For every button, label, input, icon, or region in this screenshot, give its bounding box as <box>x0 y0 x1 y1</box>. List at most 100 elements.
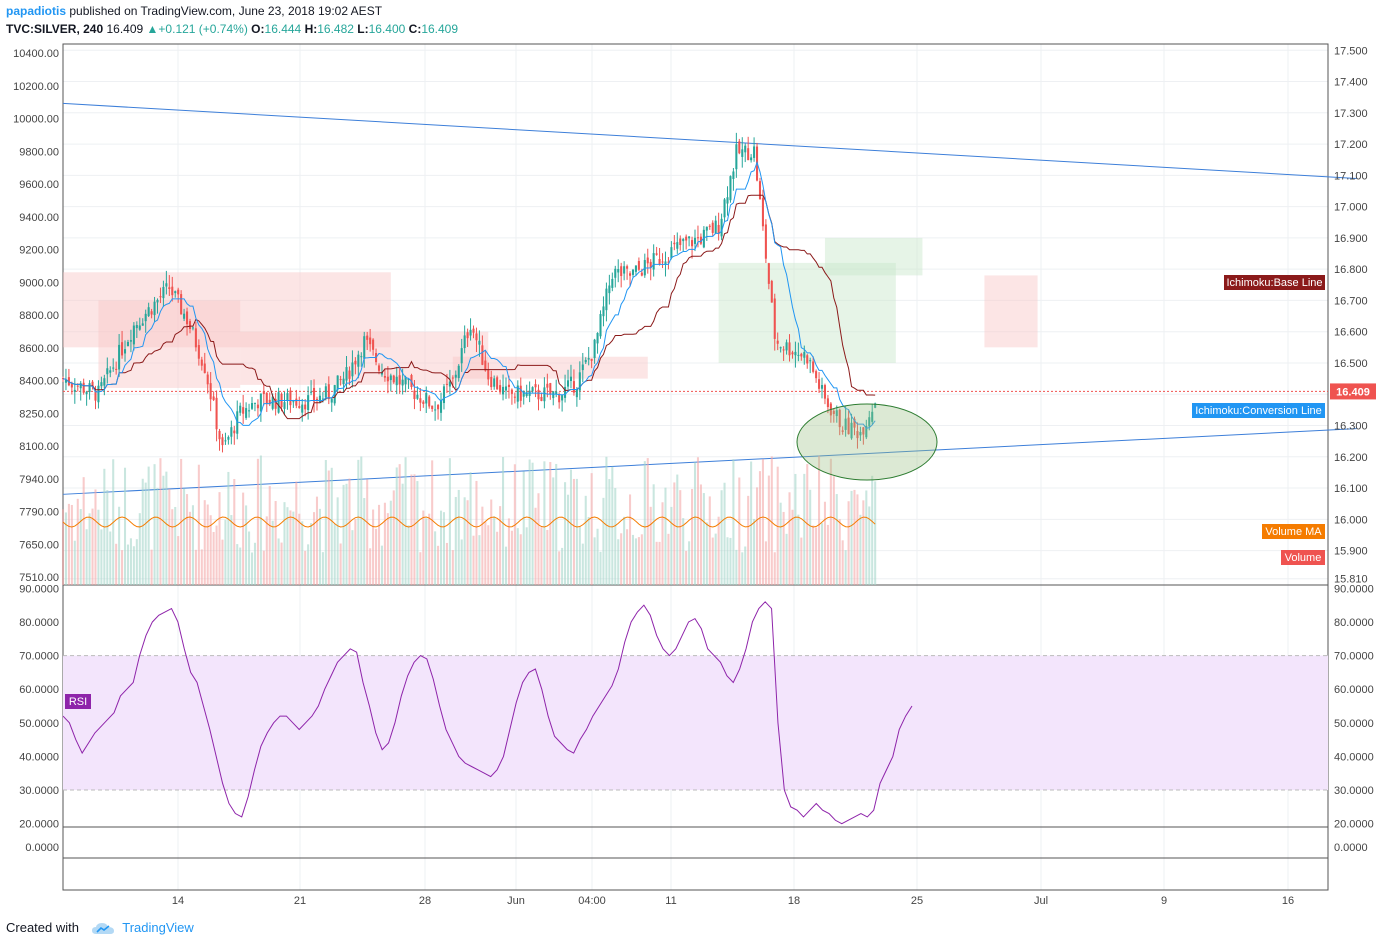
volume-bar <box>623 516 626 585</box>
rsi-left-tick: 80.0000 <box>19 617 59 629</box>
candle-body <box>76 385 79 387</box>
volume-bar <box>442 512 446 585</box>
candle-body <box>484 360 487 371</box>
candle-body <box>566 380 570 387</box>
candle-body <box>664 261 667 265</box>
left-axis-tick: 9200.00 <box>19 245 59 257</box>
candle-body <box>785 342 788 351</box>
candle-body <box>673 242 676 245</box>
volume-bar <box>844 550 847 585</box>
bottom-right-tick: 0.0000 <box>1334 842 1368 854</box>
volume-bar <box>466 500 469 585</box>
price-change: +0.121 (+0.74%) <box>158 22 248 36</box>
volume-bar <box>776 466 779 585</box>
rsi-label: RSI <box>69 696 87 708</box>
volume-bar <box>186 494 189 585</box>
volume-bar <box>693 462 697 585</box>
volume-bar <box>82 477 85 585</box>
volume-bar <box>758 471 762 585</box>
bullish-cloud-segment <box>824 237 923 276</box>
volume-bar <box>265 516 268 585</box>
volume-bar <box>555 463 558 585</box>
volume-bar <box>457 489 460 585</box>
volume-bar <box>212 531 215 585</box>
volume-bar <box>791 509 794 585</box>
volume-bar <box>135 539 138 585</box>
candle-body <box>345 367 348 381</box>
candle-body <box>487 369 490 380</box>
volume-bar <box>732 459 735 585</box>
close-label: C: <box>408 22 422 36</box>
candle-body <box>85 391 88 395</box>
candle-body <box>818 379 821 389</box>
trendline <box>62 102 1357 179</box>
volume-bar <box>504 546 508 585</box>
volume-bar <box>100 529 103 585</box>
volume-bar <box>493 516 496 585</box>
left-axis-tick: 10000.00 <box>13 114 59 126</box>
open-value: 16.444 <box>264 22 302 36</box>
volume-bar <box>256 458 259 585</box>
candle-body <box>572 381 575 393</box>
right-axis-tick: 17.200 <box>1334 139 1368 151</box>
candle-body <box>463 335 466 349</box>
volume-bar <box>871 475 874 585</box>
candle-body <box>481 345 484 365</box>
tradingview-brand-link[interactable]: TradingView <box>122 920 194 935</box>
volume-bar <box>445 542 448 585</box>
candle-body <box>797 354 800 356</box>
candle-body <box>862 427 865 435</box>
volume-bar <box>330 467 333 585</box>
volume-bar <box>410 474 413 585</box>
candle-body <box>581 364 584 371</box>
candle-body <box>310 391 313 393</box>
volume-bar <box>673 482 676 585</box>
candle-body <box>177 289 180 295</box>
candle-body <box>658 259 661 264</box>
volume-bar <box>496 531 499 585</box>
candle-body <box>318 395 321 403</box>
volume-bar <box>761 459 764 585</box>
volume-bar <box>106 490 109 585</box>
volume-bar <box>809 489 812 585</box>
bearish-cloud-segment <box>98 300 241 388</box>
candle-body <box>215 397 218 430</box>
trendline <box>62 428 1357 495</box>
left-axis-tick: 7510.00 <box>19 572 59 584</box>
volume-bar <box>162 475 165 585</box>
volume-bar <box>144 482 147 585</box>
volume-bar <box>507 518 510 585</box>
left-axis-tick: 9600.00 <box>19 179 59 191</box>
candle-body <box>94 391 97 401</box>
author-link[interactable]: papadiotis <box>6 4 67 18</box>
x-axis-tick: 28 <box>419 895 431 907</box>
volume-bar <box>434 531 437 585</box>
volume-bar <box>552 477 555 585</box>
candle-body <box>460 348 463 364</box>
candle-body <box>262 391 265 394</box>
volume-bar <box>652 484 655 585</box>
candle-body <box>747 148 750 161</box>
candle-body <box>502 386 505 395</box>
candle-body <box>590 358 593 361</box>
candle-body <box>174 291 177 294</box>
volume-bar <box>171 509 174 585</box>
rsi-left-tick: 40.0000 <box>19 751 59 763</box>
symbol-label: TVC:SILVER, 240 <box>6 22 104 36</box>
candle-body <box>602 306 605 317</box>
candle-body <box>307 395 310 411</box>
candle-body <box>141 323 144 326</box>
candle-body <box>230 427 233 437</box>
volume-bar <box>874 481 877 585</box>
candle-body <box>416 394 419 399</box>
candle-body <box>256 404 259 409</box>
volume-bar <box>70 504 73 585</box>
candle-body <box>561 395 564 401</box>
candle-body <box>126 341 130 347</box>
candle-body <box>466 332 469 339</box>
candle-body <box>422 401 425 404</box>
candle-body <box>652 253 655 270</box>
right-axis-tick: 16.200 <box>1334 452 1368 464</box>
volume-bar <box>413 474 416 585</box>
